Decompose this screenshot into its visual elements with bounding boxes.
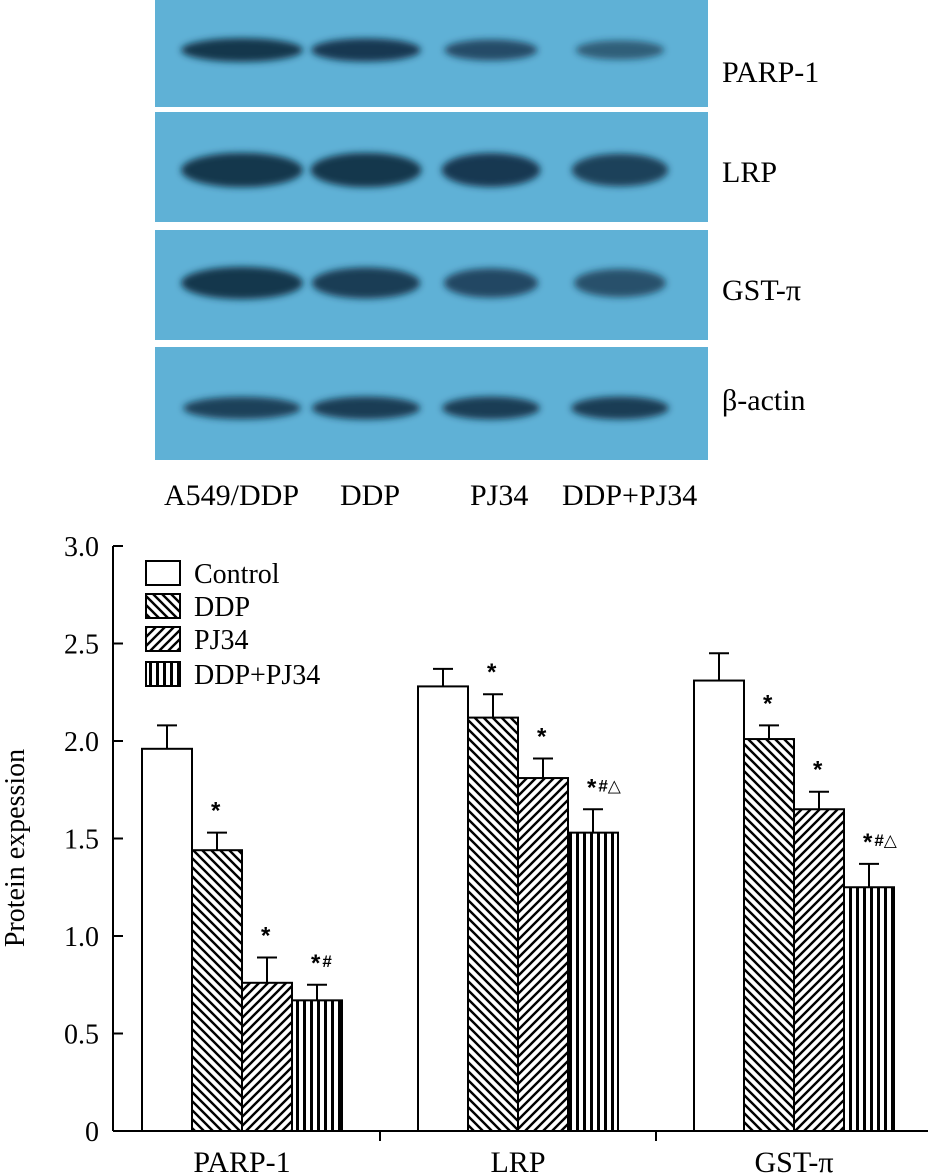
significance-mark: * # (311, 950, 332, 977)
blot-band (571, 396, 669, 420)
significance-mark: * #△ (863, 829, 898, 856)
blot-band (311, 267, 421, 299)
bar (693, 679, 745, 1132)
blot-protein-labels: PARP-1 LRP GST-π β-actin (722, 56, 819, 417)
bar (141, 747, 193, 1132)
x-category-label: GST-π (754, 1146, 833, 1176)
bar-chart: * * * # * * * #△ * * * #△ 0 0.5 1.0 1.5 2.0 2.5 3.0 PARP-… (0, 532, 928, 1176)
bar (793, 808, 845, 1132)
bar (467, 716, 519, 1132)
y-tick-label: 0.5 (64, 1020, 99, 1051)
significance-annotations: * * * # * * * #△ * * * #△ (211, 659, 898, 977)
blot-band (181, 266, 303, 300)
blot-band (310, 152, 422, 188)
y-tick-label: 1.5 (64, 825, 99, 856)
blot-band (181, 152, 303, 188)
legend-label: Control (194, 559, 280, 590)
significance-mark: * (211, 798, 221, 825)
lane-label-ddp-pj34: DDP+PJ34 (562, 479, 697, 512)
lane-label-a549: A549/DDP (164, 479, 299, 512)
y-tick-label: 1.0 (64, 922, 99, 953)
x-category-label: LRP (490, 1146, 545, 1176)
legend-swatch (145, 661, 181, 687)
legend-swatch (145, 593, 181, 619)
lane-label-ddp: DDP (340, 479, 400, 512)
error-bars (157, 652, 879, 1001)
bar (291, 999, 343, 1132)
blot-band (311, 396, 421, 420)
blot-band (575, 40, 665, 60)
blot-label-gst: GST-π (722, 274, 801, 307)
y-axis-title: Protein expession (0, 749, 31, 947)
y-tick-label: 0 (85, 1117, 99, 1148)
bar (417, 685, 469, 1133)
y-tick-label: 2.0 (64, 727, 99, 758)
blot-band (571, 153, 669, 187)
blot-lane-labels: A549/DDP DDP PJ34 DDP+PJ34 (164, 479, 697, 512)
y-tick-label: 3.0 (64, 532, 99, 563)
blot-band (311, 38, 421, 62)
blot-label-lrp: LRP (722, 156, 777, 189)
legend-label: PJ34 (194, 625, 248, 656)
blot-band (441, 153, 541, 187)
blot-label-parp1: PARP-1 (722, 56, 819, 89)
significance-mark: * (537, 724, 547, 751)
legend-swatch (145, 560, 181, 586)
significance-mark: * (487, 659, 497, 686)
bar (517, 777, 569, 1132)
y-tick-label: 2.5 (64, 630, 99, 661)
x-category-label: PARP-1 (193, 1146, 290, 1176)
blot-band (442, 396, 540, 420)
bar (241, 981, 293, 1132)
x-axis-ticks: PARP-1 LRP GST-π (193, 1131, 834, 1176)
legend-swatch (145, 626, 181, 652)
bars (141, 679, 895, 1133)
lane-label-pj34: PJ34 (470, 479, 528, 512)
significance-mark: * #△ (587, 774, 622, 801)
bar (743, 738, 795, 1132)
bar (567, 831, 619, 1133)
blot-band (183, 396, 301, 420)
blot-band (574, 268, 666, 298)
blot-label-actin: β-actin (722, 384, 806, 417)
significance-mark: * (763, 690, 773, 717)
y-axis-ticks: 0 0.5 1.0 1.5 2.0 2.5 3.0 (64, 532, 123, 1148)
bar (191, 849, 243, 1132)
significance-mark: * (813, 757, 823, 784)
blot-band (444, 39, 538, 61)
western-blot (155, 0, 708, 460)
legend-label: DDP+PJ34 (194, 660, 320, 691)
blot-band (443, 268, 539, 298)
legend-label: DDP (194, 592, 250, 623)
blot-band (181, 38, 303, 62)
significance-mark: * (261, 922, 271, 949)
bar (843, 886, 895, 1132)
